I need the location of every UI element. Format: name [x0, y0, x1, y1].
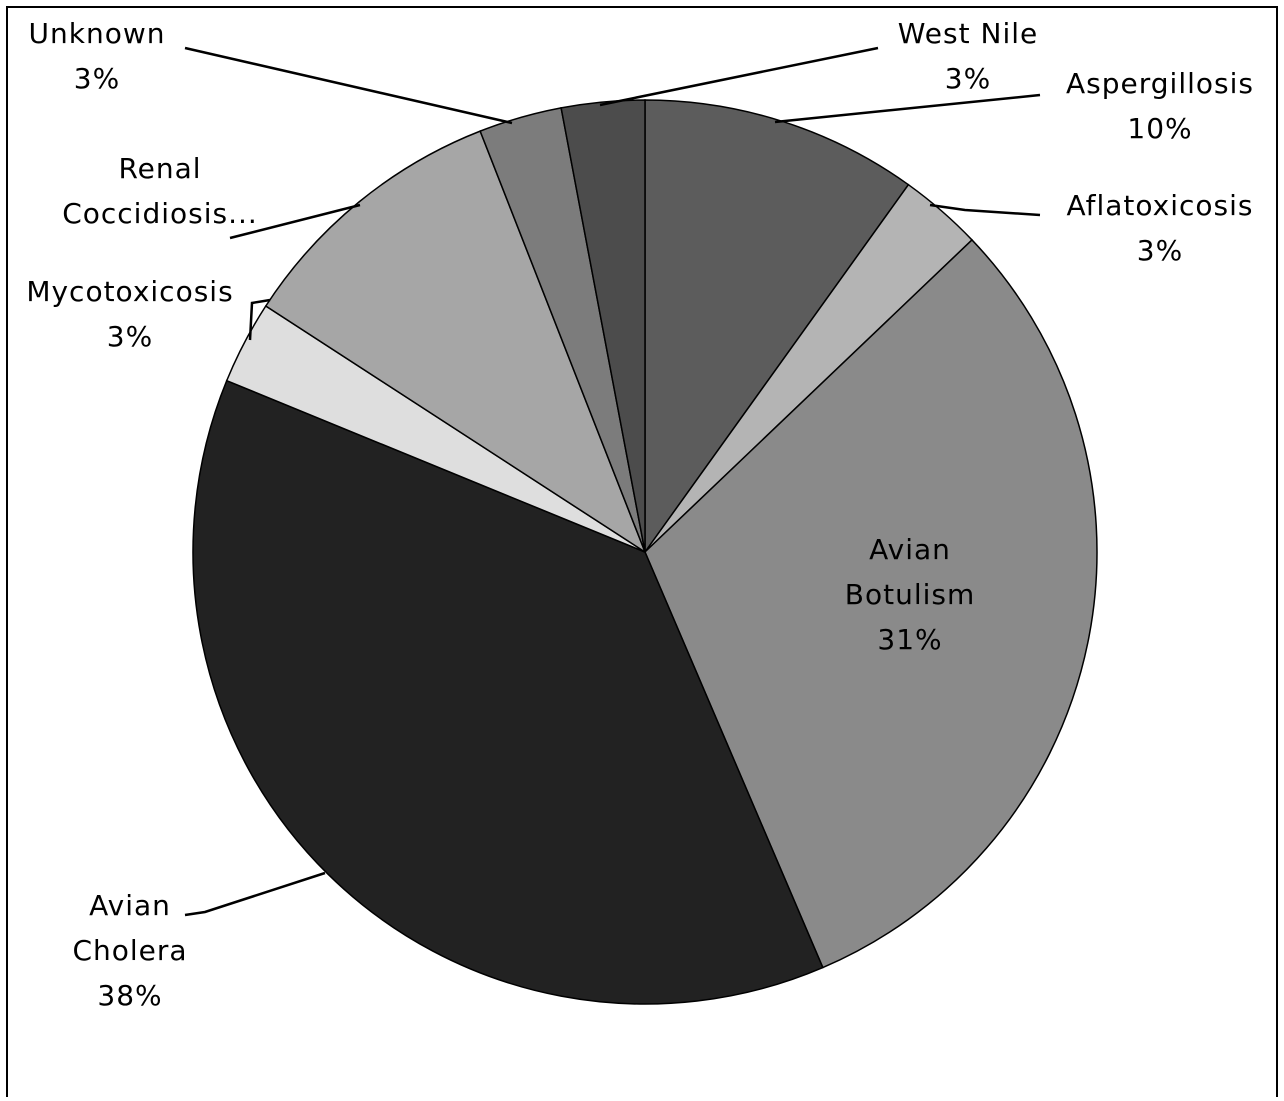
pie-slice	[560, 99, 646, 553]
leader-line	[184, 46, 513, 125]
category-label: Unknown	[29, 17, 166, 50]
category-label: Avian Botulism	[845, 533, 976, 611]
pie-slice	[192, 379, 824, 1005]
leader-line	[929, 203, 1041, 217]
category-label: Aspergillosis	[1066, 67, 1254, 100]
leader-line	[248, 298, 271, 341]
category-label: Mycotoxicosis	[26, 275, 233, 308]
category-label: Avian Cholera	[72, 889, 187, 967]
value-label: 3%	[1137, 234, 1183, 267]
category-label: West Nile	[898, 17, 1038, 50]
leader-line	[599, 46, 879, 107]
value-label: 3%	[945, 62, 991, 95]
pie-slice	[264, 130, 647, 554]
leader-line	[774, 93, 1041, 124]
category-label: Aflatoxicosis	[1066, 189, 1253, 222]
value-label: 3%	[74, 62, 120, 95]
value-label: 38%	[97, 979, 162, 1012]
value-label: 31%	[877, 623, 942, 656]
category-label: Renal Coccidiosis...	[62, 152, 258, 230]
value-label: 10%	[1127, 112, 1192, 145]
leader-line	[184, 871, 326, 917]
pie-slice	[644, 238, 1098, 969]
value-label: 3%	[107, 320, 153, 353]
leader-line	[229, 203, 361, 240]
frame	[6, 6, 1278, 1101]
